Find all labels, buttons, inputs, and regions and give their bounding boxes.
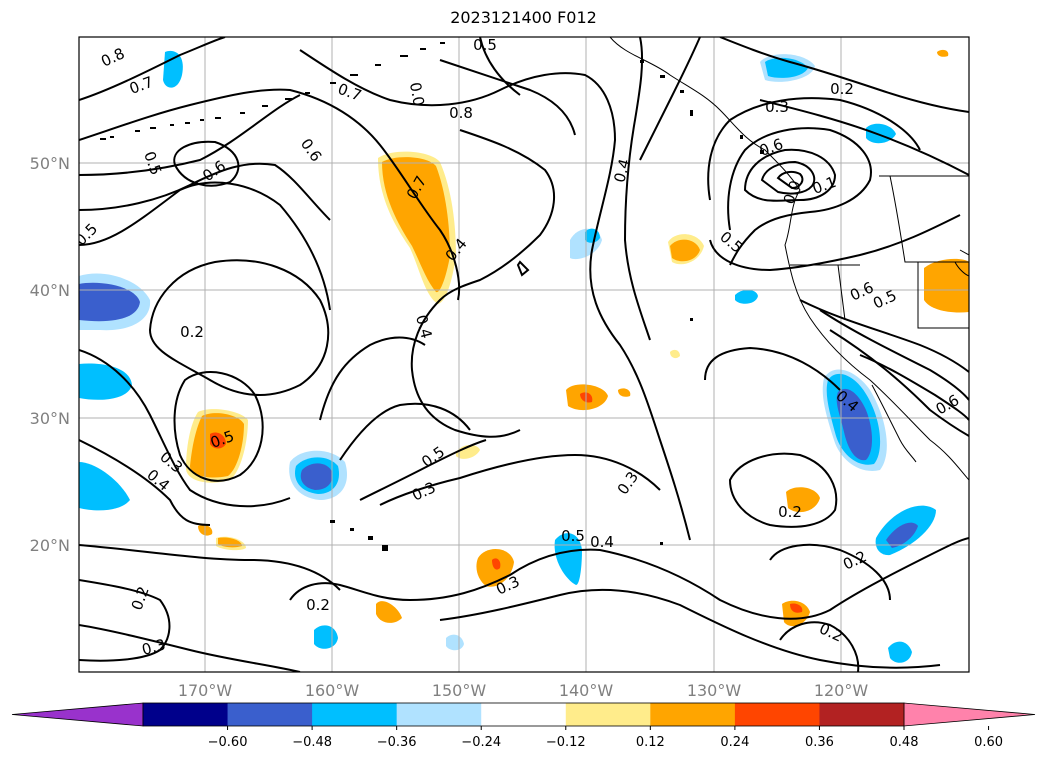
colorbar-segment [481,703,567,726]
colorbar-tick-label: 0.12 [636,735,665,750]
colorbar-tick-label: −0.60 [208,735,248,750]
colorbar-tick-label: −0.12 [546,735,586,750]
contour-label: 0.5 [561,527,585,545]
lon-label-130w: 130°W [687,681,742,700]
contour-label: 0.4 [610,157,634,185]
contour-label: 0.2 [830,80,854,98]
contour-lines [79,37,969,672]
lat-label-50n: 50°N [30,154,70,173]
colorbar-segment [650,703,736,726]
lat-label-40n: 40°N [30,281,70,300]
colorbar-segment [734,703,820,726]
contour-label: 0.5 [473,36,497,54]
colorbar-frame [142,702,905,727]
lon-label-170w: 170°W [178,681,233,700]
contour-label: 0.2 [778,503,802,521]
colorbar-segment [312,703,398,726]
lon-label-140w: 140°W [559,681,614,700]
contour-label: 0.4 [412,313,436,341]
colorbar-segment [819,703,905,726]
colorbar-tick-label: 0.48 [890,735,919,750]
colorbar-segment [396,703,482,726]
colorbar-tick-label: −0.48 [292,735,332,750]
colorbar-segment [565,703,651,726]
map-title: 2023121400 F012 [450,8,597,27]
colorbar-tick-label: −0.24 [461,735,501,750]
contour-label: 0.2 [306,596,330,614]
colorbar: −0.60 −0.48 −0.36 −0.24 −0.12 0.12 0.24 0.36 0.4… [11,702,1036,750]
colorbar-extend-high [903,702,1036,727]
lat-label-30n: 30°N [30,409,70,428]
colorbar-tick-label: 0.60 [974,735,1003,750]
contour-label: 0.3 [765,98,789,116]
contour-label: 0.2 [180,323,204,341]
longitude-labels: 170°W 160°W 150°W 140°W 130°W 120°W [178,681,869,700]
contour-label: 0.0 [406,81,428,108]
contour-label: 0.3 [140,635,168,659]
colorbar-tick-label: 0.24 [720,735,749,750]
colorbar-segment [143,703,229,726]
coastlines [609,37,969,481]
lon-label-120w: 120°W [814,681,869,700]
shaded-anomalies [79,49,969,663]
lon-label-160w: 160°W [305,681,360,700]
latitude-labels: 50°N 40°N 30°N 20°N [30,154,70,555]
lat-label-20n: 20°N [30,536,70,555]
colorbar-tick-label: −0.36 [377,735,417,750]
colorbar-extend-low [11,702,144,727]
contour-label: 0.4 [590,533,614,551]
lon-label-150w: 150°W [432,681,487,700]
contour-label: 0.8 [449,104,473,122]
map-frame [78,36,970,673]
colorbar-segment [227,703,313,726]
colorbar-tick-label: 0.36 [805,735,834,750]
